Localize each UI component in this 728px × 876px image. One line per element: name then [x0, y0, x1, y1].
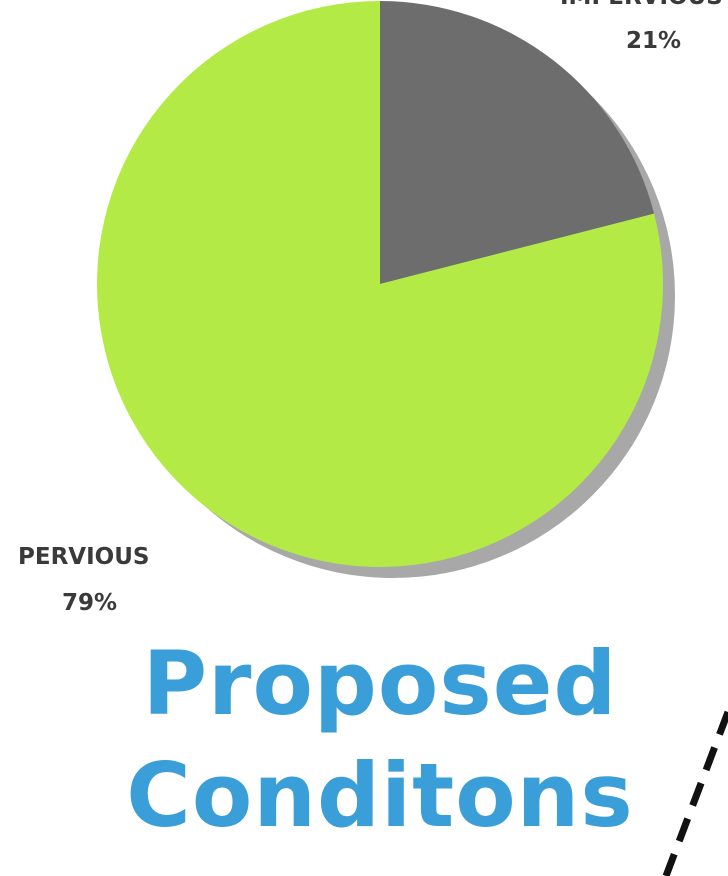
pie-slice-impervious	[380, 1, 655, 284]
slice-label-pervious: PERVIOUS	[18, 544, 149, 570]
chart-title-line-2: Conditons	[126, 744, 634, 847]
slice-value-impervious: 21%	[626, 28, 681, 54]
pie-slice-pervious	[97, 0, 664, 567]
slice-value-pervious: 79%	[62, 590, 117, 616]
slice-label-impervious: IMPERVIOUS	[560, 0, 723, 10]
chart-title-line-1: Proposed	[142, 632, 618, 735]
pie-slices	[97, 0, 664, 567]
